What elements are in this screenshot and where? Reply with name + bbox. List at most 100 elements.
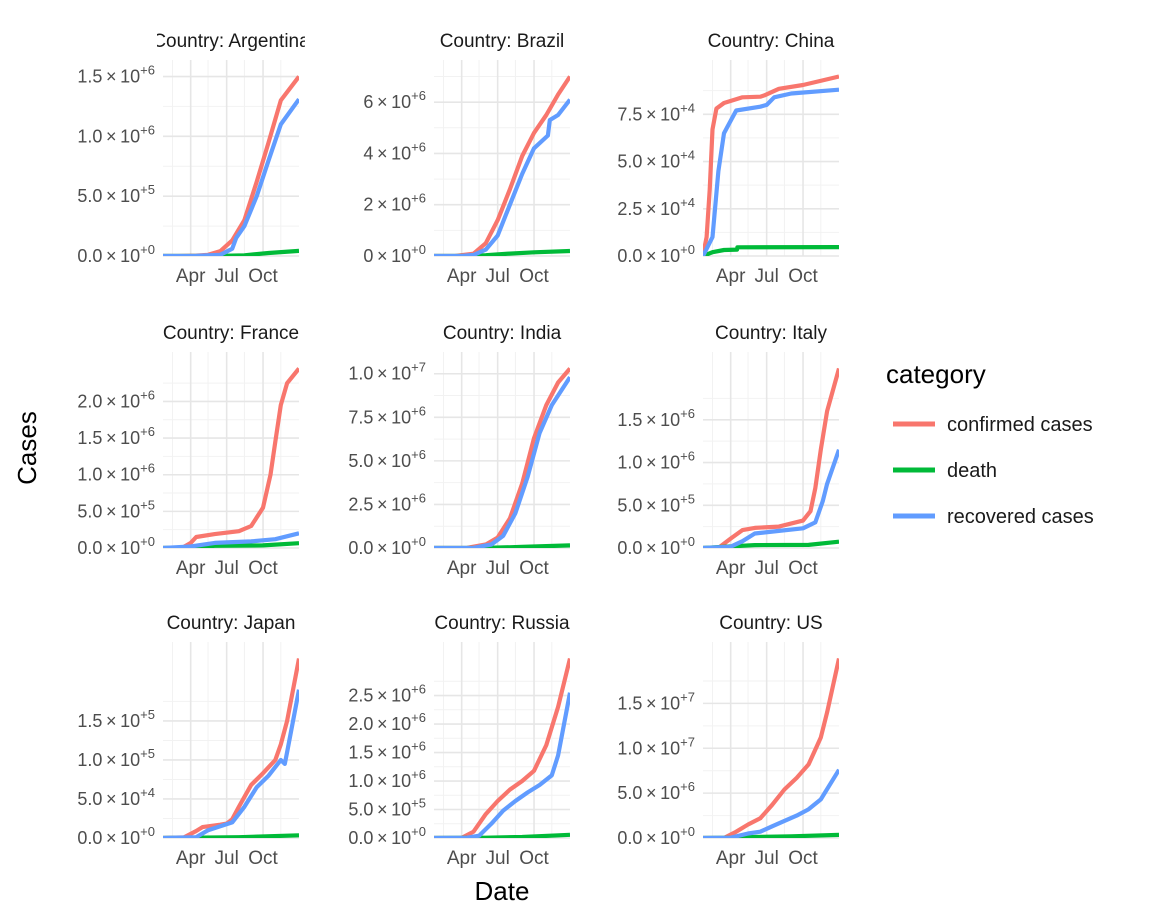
x-tick-label: Oct — [519, 848, 549, 869]
x-tick-label: Apr — [176, 266, 206, 287]
x-tick-label: Oct — [248, 848, 278, 869]
y-tick-label: 2.5 × 10+6 — [348, 682, 426, 706]
series-line-death — [163, 248, 299, 256]
panel-title: Country: Italy — [715, 323, 827, 344]
y-tick-label: 2 × 10+6 — [363, 191, 426, 215]
y-tick-label: 4 × 10+6 — [363, 139, 426, 163]
x-tick-label: Jul — [755, 848, 779, 869]
y-tick-label: 1.0 × 10+6 — [348, 767, 426, 791]
y-tick-label: 0.0 × 10+0 — [617, 824, 695, 848]
x-tick-label: Jul — [215, 266, 239, 287]
x-tick-label: Oct — [519, 558, 549, 579]
y-tick-label: 0.0 × 10+0 — [77, 534, 155, 558]
legend: category confirmed cases death recovered… — [886, 359, 1094, 528]
y-tick-label: 1.5 × 10+6 — [77, 424, 155, 448]
y-tick-label: 7.5 × 10+4 — [617, 100, 695, 124]
x-tick-label: Apr — [716, 558, 746, 579]
legend-item-death: death — [893, 460, 997, 482]
panel-russia: Country: Russia 0.0 × 10+0 5.0 × 10+5 1.0 ×… — [348, 613, 570, 869]
y-axis-label: Cases — [12, 411, 42, 485]
series-line-confirmed-cases — [703, 74, 839, 256]
x-axis-label: Date — [475, 876, 530, 906]
x-tick-label: Apr — [176, 558, 206, 579]
y-tick-label: 0 × 10+0 — [363, 242, 426, 266]
y-tick-label: 6 × 10+6 — [363, 88, 426, 112]
y-tick-label: 5.0 × 10+4 — [617, 148, 695, 172]
y-tick-label: 5.0 × 10+5 — [348, 796, 426, 820]
x-tick-label: Oct — [788, 848, 818, 869]
y-tick-label: 0.0 × 10+0 — [617, 242, 695, 266]
panel-italy: Country: Italy 0.0 × 10+0 5.0 × 10+5 1.0 × … — [617, 323, 839, 579]
series-line-confirmed-cases — [703, 367, 839, 548]
series-line-recovered-cases — [703, 87, 839, 256]
legend-label-confirmed: confirmed cases — [947, 414, 1093, 436]
legend-label-recovered: recovered cases — [947, 506, 1094, 528]
panel-china: Country: China 0.0 × 10+0 2.5 × 10+4 5.0 × … — [617, 31, 839, 287]
x-tick-label: Apr — [447, 558, 477, 579]
series-line-recovered-cases — [434, 692, 570, 838]
y-tick-label: 2.0 × 10+6 — [77, 387, 155, 411]
y-tick-label: 5.0 × 10+6 — [348, 447, 426, 471]
panel-title: Country: Russia — [434, 613, 570, 634]
y-tick-label: 0.0 × 10+0 — [348, 824, 426, 848]
y-tick-label: 1.5 × 10+5 — [77, 707, 155, 731]
x-tick-label: Oct — [248, 558, 278, 579]
series-line-recovered-cases — [434, 98, 570, 256]
series-line-recovered-cases — [163, 531, 299, 548]
series-line-confirmed-cases — [434, 657, 570, 838]
legend-label-death: death — [947, 460, 997, 482]
y-tick-label: 1.5 × 10+7 — [617, 689, 695, 713]
y-tick-label: 2.5 × 10+6 — [348, 490, 426, 514]
x-tick-label: Apr — [447, 266, 477, 287]
y-tick-label: 0.0 × 10+0 — [348, 534, 426, 558]
y-tick-label: 7.5 × 10+6 — [348, 403, 426, 427]
panel-us: Country: US 0.0 × 10+0 5.0 × 10+6 1.0 × 10+… — [617, 613, 839, 869]
x-tick-label: Oct — [519, 266, 549, 287]
panel-brazil: Country: Brazil 0 × 10+0 2 × 10+6 4 × 10+6 6… — [363, 31, 570, 287]
y-tick-label: 1.5 × 10+6 — [348, 739, 426, 763]
legend-item-recovered: recovered cases — [893, 506, 1094, 528]
panel-title: Country: China — [708, 31, 835, 52]
x-tick-label: Jul — [486, 558, 510, 579]
y-tick-label: 2.5 × 10+4 — [617, 195, 695, 219]
x-tick-label: Jul — [486, 848, 510, 869]
x-tick-label: Oct — [788, 266, 818, 287]
y-tick-label: 1.5 × 10+6 — [617, 406, 695, 430]
y-tick-label: 1.0 × 10+6 — [77, 461, 155, 485]
y-tick-label: 2.0 × 10+6 — [348, 710, 426, 734]
y-tick-label: 1.0 × 10+5 — [77, 746, 155, 770]
x-tick-label: Oct — [248, 266, 278, 287]
x-tick-label: Jul — [755, 558, 779, 579]
series-line-recovered-cases — [163, 97, 299, 256]
y-tick-label: 5.0 × 10+5 — [77, 497, 155, 521]
series-line-death — [703, 245, 839, 256]
panel-title: Country: Japan — [167, 613, 296, 634]
series-line-confirmed-cases — [163, 658, 299, 838]
y-tick-label: 1.0 × 10+6 — [77, 122, 155, 146]
x-tick-label: Oct — [788, 558, 818, 579]
x-tick-label: Jul — [755, 266, 779, 287]
panel-title: Country: France — [163, 323, 299, 344]
series-line-recovered-cases — [434, 376, 570, 548]
x-tick-label: Apr — [176, 848, 206, 869]
panel-title: Country: India — [443, 323, 562, 344]
x-tick-label: Apr — [716, 848, 746, 869]
x-tick-label: Apr — [447, 848, 477, 869]
y-tick-label: 0.0 × 10+0 — [77, 242, 155, 266]
x-tick-label: Apr — [716, 266, 746, 287]
y-tick-label: 0.0 × 10+0 — [77, 824, 155, 848]
series-line-recovered-cases — [703, 768, 839, 838]
series-line-confirmed-cases — [703, 658, 839, 838]
y-tick-label: 1.0 × 10+6 — [617, 449, 695, 473]
legend-title: category — [886, 359, 986, 389]
y-tick-label: 1.0 × 10+7 — [348, 360, 426, 384]
chart-panels: Country: Argentina 0.0 × 10+0 5.0 × 10+5 1.… — [77, 31, 839, 869]
y-tick-label: 5.0 × 10+4 — [77, 785, 155, 809]
panel-title: Country: Brazil — [440, 31, 565, 52]
series-line-recovered-cases — [703, 449, 839, 548]
x-tick-label: Jul — [215, 558, 239, 579]
panel-title: Country: Argentina — [152, 31, 310, 52]
y-tick-label: 1.5 × 10+6 — [77, 63, 155, 87]
panel-japan: Country: Japan 0.0 × 10+0 5.0 × 10+4 1.0 × … — [77, 613, 299, 869]
